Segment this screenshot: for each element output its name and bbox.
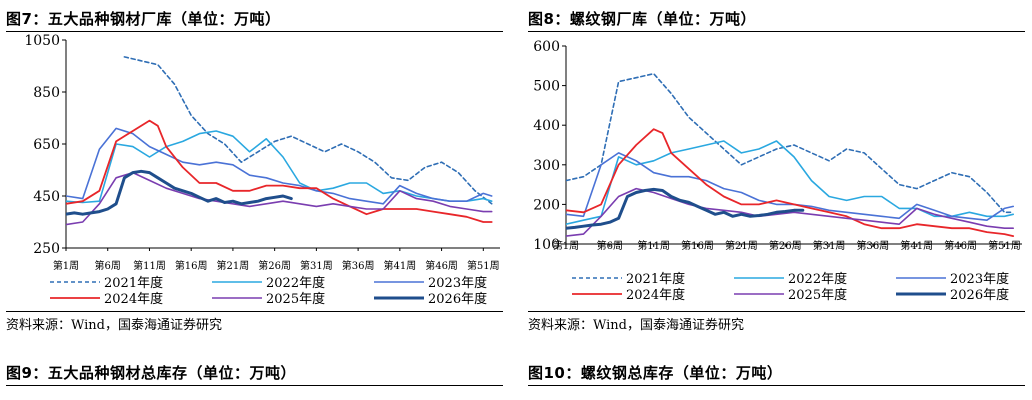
x-tick-label: 第46周 [944,239,977,252]
x-tick-label: 第6周 [95,259,121,272]
series-line-2024年度 [66,119,493,223]
x-tick-label: 第16周 [681,239,714,252]
figure-7-source: 资料来源：Wind，国泰海通证券研究 [6,318,222,333]
y-tick-label: 200 [533,197,560,213]
y-tick-label: 500 [533,79,560,95]
y-tick-label: 300 [533,158,560,174]
series-line-2022年度 [66,130,493,204]
x-tick-label: 第11周 [637,239,670,252]
figure-7-title-rule [6,31,503,32]
x-tick-label: 第1周 [53,259,79,272]
figure-10-title-rule [528,385,1025,386]
figure-10-title: 图10：螺纹钢总库存（单位：万吨） [528,364,783,382]
legend-label: 2026年度 [428,291,487,307]
legend-label: 2023年度 [428,275,487,291]
y-tick-label: 100 [533,237,560,253]
series-line-2021年度 [123,56,493,205]
x-tick-label: 第6周 [597,239,623,252]
figure-8-source: 资料来源：Wind，国泰海通证券研究 [528,318,744,333]
y-tick-label: 850 [33,85,60,101]
series-line-2026年度 [566,187,805,230]
x-tick-label: 第51周 [467,259,500,272]
figure-9-title: 图9：五大品种钢材总库存（单位：万吨） [6,364,296,382]
x-tick-label: 第26周 [769,239,802,252]
y-tick-label: 600 [533,39,560,55]
legend-label: 2025年度 [266,291,325,307]
x-tick-label: 第21周 [217,259,250,272]
figure-8-source-rule [528,311,1025,312]
legend-label: 2022年度 [266,275,325,291]
x-tick-label: 第26周 [258,259,291,272]
legend-label: 2025年度 [788,287,847,303]
series-line-2021年度 [566,72,1015,214]
y-tick-label: 650 [33,137,60,153]
series-line-2024年度 [566,128,1015,238]
x-tick-label: 第41周 [900,239,933,252]
legend-label: 2024年度 [626,287,685,303]
x-tick-label: 第16周 [175,259,208,272]
figure-7-source-rule [6,311,503,312]
legend-label: 2022年度 [788,271,847,287]
legend-label: 2021年度 [104,275,163,291]
x-tick-label: 第1周 [553,239,579,252]
legend-label: 2024年度 [104,291,163,307]
figure-8-title-rule [528,31,1025,32]
x-tick-label: 第31周 [813,239,846,252]
x-tick-label: 第11周 [133,259,166,272]
x-tick-label: 第51周 [988,239,1021,252]
legend-label: 2026年度 [950,287,1009,303]
x-tick-label: 第41周 [383,259,416,272]
legend-label: 2023年度 [950,271,1009,287]
figure-9-title-rule [6,385,503,386]
series-line-2026年度 [66,169,293,216]
x-tick-label: 第36周 [857,239,890,252]
y-tick-label: 400 [533,118,560,134]
y-tick-label: 1050 [24,33,60,49]
x-tick-label: 第36周 [342,259,375,272]
series-line-2025年度 [66,171,493,226]
figure-7-title: 图7：五大品种钢材厂库（单位：万吨） [6,10,281,28]
y-tick-label: 450 [33,189,60,205]
x-tick-label: 第21周 [725,239,758,252]
figure-8-title: 图8：螺纹钢厂库（单位：万吨） [528,10,756,28]
y-tick-label: 250 [33,241,60,257]
series-line-2023年度 [66,127,493,205]
x-tick-label: 第31周 [300,259,333,272]
legend-label: 2021年度 [626,271,685,287]
x-tick-label: 第46周 [425,259,458,272]
